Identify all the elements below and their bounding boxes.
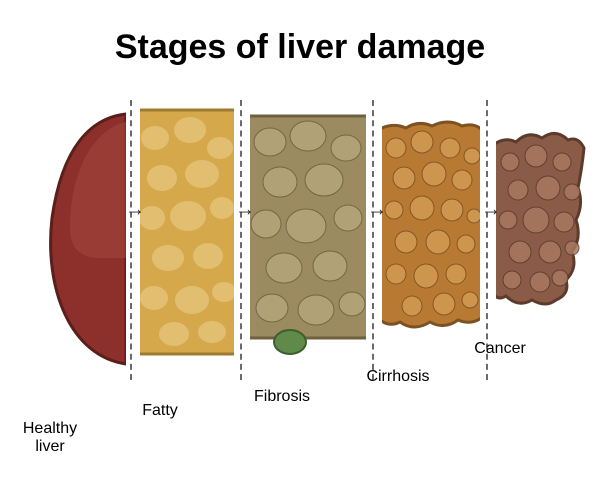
panel-fatty (140, 108, 234, 368)
label-cirrhosis: Cirrhosis (366, 368, 429, 386)
gallbladder-icon (274, 330, 306, 354)
label-cancer: Cancer (474, 340, 526, 358)
label-healthy: Healthy liver (23, 420, 77, 456)
panel-cirrhosis (382, 108, 480, 368)
divider-4 (486, 100, 488, 380)
arrow-icon: → (481, 199, 501, 222)
liver-stages-diagram (40, 108, 560, 368)
arrow-icon: → (367, 199, 387, 222)
divider-3 (372, 100, 374, 380)
panel-fibrosis (250, 108, 366, 368)
label-fatty: Fatty (142, 402, 178, 420)
divider-1 (130, 100, 132, 380)
panel-cancer (496, 108, 586, 368)
arrow-icon: → (235, 199, 255, 222)
panel-healthy (40, 108, 126, 368)
label-fibrosis: Fibrosis (254, 388, 310, 406)
arrow-icon: → (125, 199, 145, 222)
page-title: Stages of liver damage (0, 28, 600, 67)
divider-2 (240, 100, 242, 380)
